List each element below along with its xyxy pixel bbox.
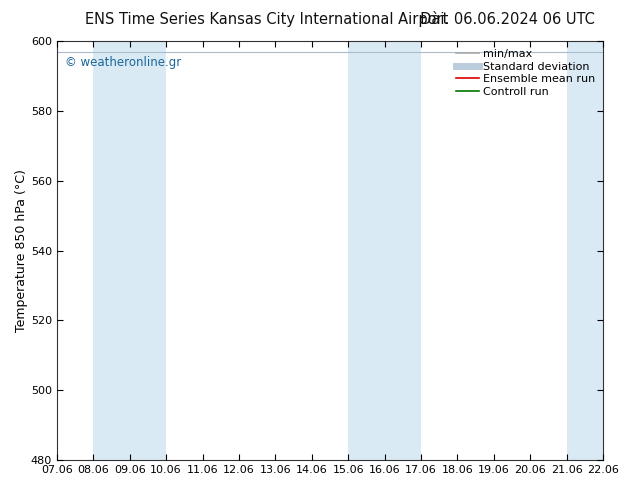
Bar [567, 41, 603, 460]
Legend: min/max, Standard deviation, Ensemble mean run, Controll run: min/max, Standard deviation, Ensemble me… [452, 45, 600, 101]
Text: ENS Time Series Kansas City International Airport: ENS Time Series Kansas City Internationa… [84, 12, 448, 27]
Bar [93, 41, 166, 460]
Text: Đài. 06.06.2024 06 UTC: Đài. 06.06.2024 06 UTC [420, 12, 595, 27]
Bar [348, 41, 421, 460]
Y-axis label: Temperature 850 hPa (°C): Temperature 850 hPa (°C) [15, 169, 28, 332]
Text: © weatheronline.gr: © weatheronline.gr [65, 56, 181, 69]
